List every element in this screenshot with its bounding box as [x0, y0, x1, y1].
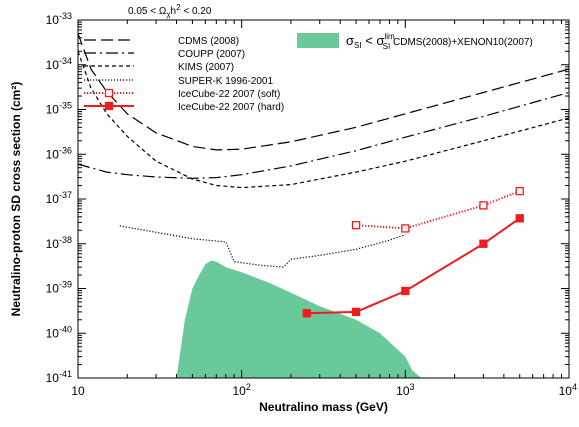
series-marker-4-2 — [479, 201, 488, 210]
series-line-0 — [78, 33, 569, 151]
y-tick-label: 10-39 — [46, 280, 72, 296]
series-marker-4-3 — [515, 186, 524, 196]
condition-label: 0.05 < Ωχh2 < 0.20 — [128, 3, 212, 19]
legend-marker-5 — [104, 101, 114, 111]
y-axis-title: Neutralino-proton SD cross section (cm²) — [9, 82, 23, 317]
legend-label-2: KIMS (2007) — [178, 62, 234, 73]
series-marker-5-1 — [351, 307, 361, 317]
legend-band-swatch — [297, 33, 339, 48]
legend-label-5: IceCube-22 2007 (hard) — [178, 102, 284, 113]
x-axis-title: Neutralino mass (GeV) — [259, 400, 388, 414]
series-marker-5-2 — [401, 286, 410, 296]
legend-label-1: COUPP (2007) — [178, 49, 245, 60]
y-tick-label: 10-34 — [46, 56, 72, 72]
series-line-4 — [356, 190, 521, 230]
series-line-2 — [78, 51, 569, 189]
series-marker-5-3 — [479, 239, 488, 248]
y-tick-label: 10-41 — [46, 369, 72, 385]
y-tick-label: 10-37 — [46, 190, 72, 206]
series-marker-4-0 — [351, 221, 361, 230]
x-tick-label: 103 — [396, 382, 414, 398]
excluded-region-band — [176, 260, 422, 378]
series-marker-5-0 — [302, 309, 311, 318]
legend-label-0: CDMS (2008) — [178, 36, 239, 47]
legend-marker-4 — [104, 88, 114, 98]
series-marker-4-1 — [401, 224, 410, 233]
series-line-1 — [78, 91, 569, 179]
x-tick-label: 102 — [232, 382, 250, 398]
x-tick-label: 104 — [559, 382, 577, 398]
series-marker-5-4 — [515, 214, 524, 223]
x-tick-label: 10 — [71, 384, 85, 398]
y-tick-label: 10-36 — [46, 145, 72, 161]
y-tick-label: 10-33 — [46, 11, 72, 27]
y-tick-label: 10-35 — [46, 101, 72, 117]
legend-band-label: σSI < σlim SI CDMS(2008)+XENON10(2007) — [346, 32, 533, 51]
series-line-5 — [306, 217, 521, 315]
legend-label-3: SUPER-K 1996-2001 — [178, 76, 273, 87]
y-tick-label: 10-40 — [46, 324, 72, 340]
y-tick-label: 10-38 — [46, 235, 72, 251]
series-line-3 — [119, 225, 406, 268]
legend-label-4: IceCube-22 2007 (soft) — [178, 89, 280, 100]
